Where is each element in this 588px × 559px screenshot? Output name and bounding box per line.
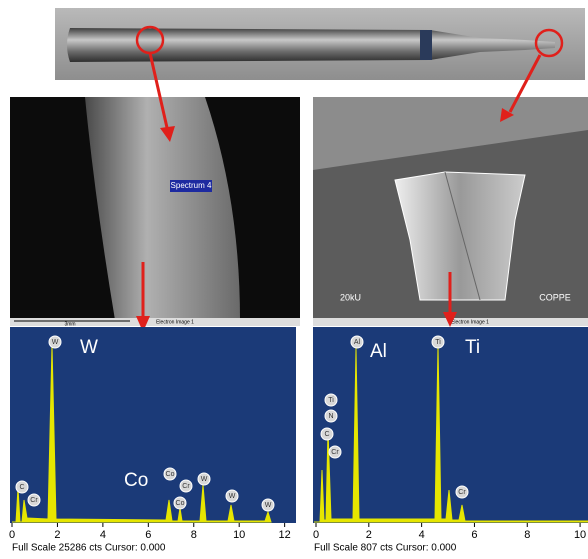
- x-tick-label: 10: [233, 529, 245, 541]
- x-tick-label: 12: [279, 529, 291, 541]
- x-tick-label: 4: [100, 529, 106, 541]
- peak-marker: W: [229, 493, 236, 500]
- peak-marker: W: [52, 339, 59, 346]
- x-tick-label: 6: [471, 529, 477, 541]
- element-label: Co: [124, 470, 148, 491]
- peak-marker: Cr: [30, 497, 38, 504]
- x-tick-label: 10: [574, 529, 586, 541]
- peak-marker: C: [324, 431, 329, 438]
- peak-marker: Co: [176, 500, 185, 507]
- x-tick-label: 8: [191, 529, 197, 541]
- x-tick-label: 8: [524, 529, 530, 541]
- lab: COPPE: [539, 292, 571, 302]
- spectrum-right: 0 2 4 6 8 10 Al Ti Al Ti Ti N C Cr Cr Full Sc…: [313, 327, 588, 554]
- peak-marker: Cr: [331, 449, 339, 456]
- element-label: W: [80, 337, 98, 358]
- image-footer: Electron Image 1: [156, 319, 194, 325]
- element-label: Al: [370, 341, 387, 362]
- x-tick-label: 2: [366, 529, 372, 541]
- spectrum-left: 0 2 4 6 8 10 12 W Co W C Cr Co Cr Co W W W Ful…: [9, 327, 296, 554]
- scale-label: 3mm: [64, 321, 75, 327]
- peak-marker: Ti: [435, 339, 441, 346]
- peak-marker: W: [265, 502, 272, 509]
- peak-marker: Cr: [182, 483, 190, 490]
- peak-marker: Al: [354, 339, 361, 346]
- x-tick-label: 4: [419, 529, 425, 541]
- peak-marker: Ti: [328, 397, 334, 404]
- spectrum-footer: Full Scale 807 cts Cursor: 0.000: [314, 543, 457, 554]
- x-tick-label: 0: [313, 529, 319, 541]
- x-tick-label: 6: [145, 529, 151, 541]
- voltage: 20kU: [340, 292, 361, 302]
- tool-photo: [55, 8, 585, 80]
- x-tick-label: 2: [54, 529, 60, 541]
- sem-left: Spectrum 4 3mm Electron Image 1: [10, 97, 300, 327]
- peak-marker: Cr: [458, 489, 466, 496]
- peak-marker: C: [19, 484, 24, 491]
- x-tick-label: 0: [9, 529, 15, 541]
- peak-marker: W: [201, 476, 208, 483]
- element-label: Ti: [465, 337, 480, 358]
- spectrum-label: Spectrum 4: [171, 181, 212, 190]
- image-footer: Electron Image 1: [451, 319, 489, 325]
- peak-marker: Co: [166, 471, 175, 478]
- figure: Spectrum 4 3mm Electron Image 1 20kU COP…: [0, 0, 588, 554]
- spectrum-footer: Full Scale 25286 cts Cursor: 0.000: [12, 543, 166, 554]
- peak-marker: N: [328, 413, 333, 420]
